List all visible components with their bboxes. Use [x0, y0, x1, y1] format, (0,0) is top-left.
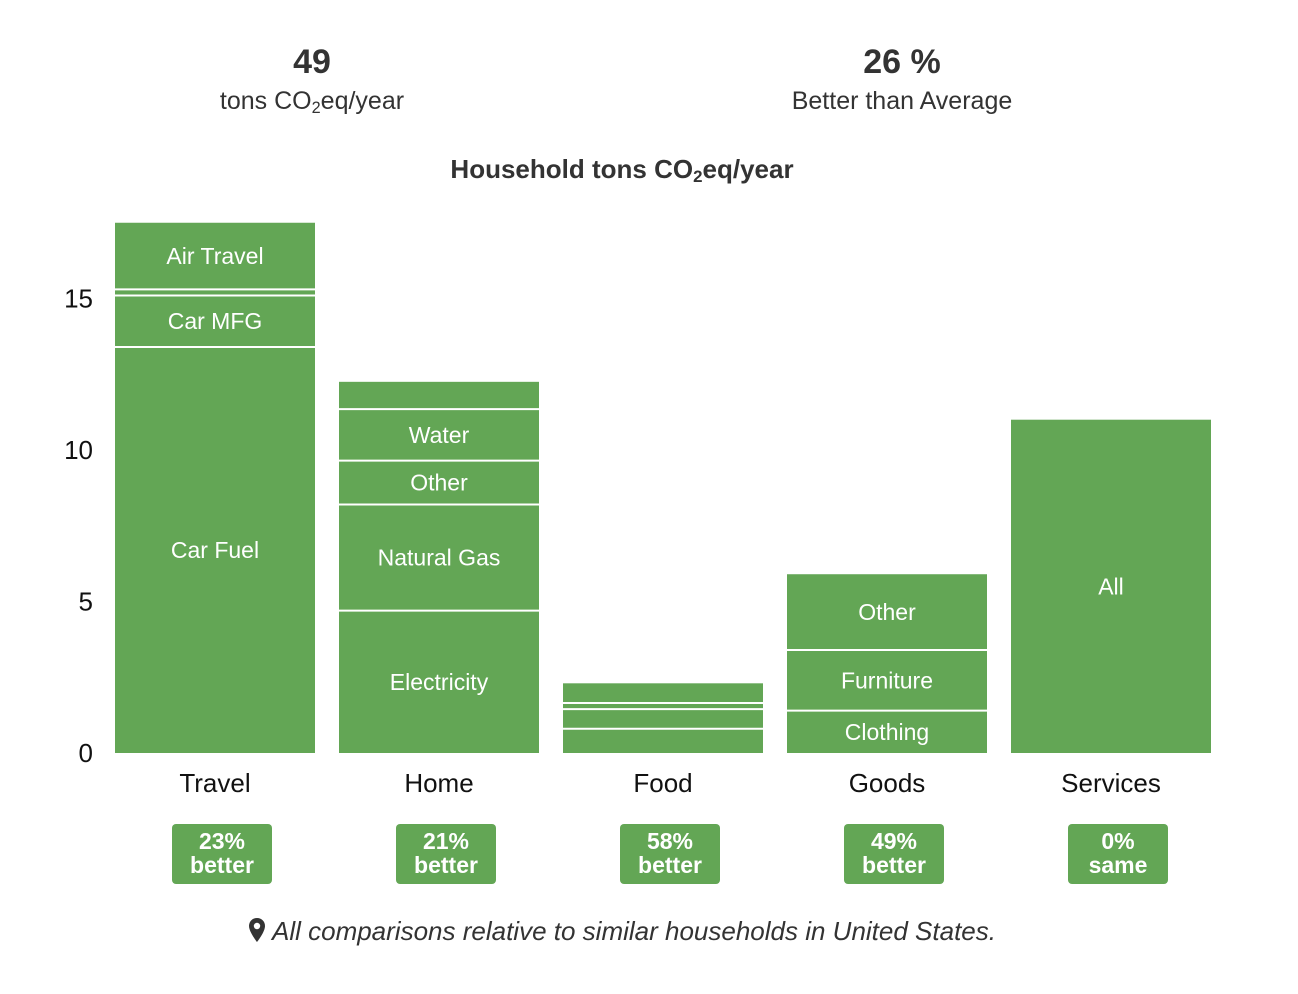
total-emissions-label: tons CO2eq/year	[219, 87, 405, 118]
bar-segment	[787, 574, 987, 650]
bar-segment	[787, 649, 987, 711]
comparison-badge: 0% same	[1068, 824, 1168, 884]
chart-title: Household tons CO2eq/year	[450, 154, 794, 187]
comparison-badge: 23% better	[172, 824, 272, 884]
segment-label: Clothing	[845, 719, 929, 745]
category-label: Services	[1061, 768, 1161, 798]
y-tick-label: 5	[79, 587, 93, 617]
badge-comparison: same	[1088, 852, 1148, 878]
segment-label: Other	[410, 470, 468, 496]
map-pin-icon	[248, 917, 266, 950]
emissions-bar-chart: 0 5 10 15 Car Fuel Car MFG Air Travel Travel Ele…	[64, 222, 1211, 798]
segment-label: All	[1098, 573, 1124, 599]
bar-segment	[115, 289, 315, 296]
total-emissions-stat: 49 tons CO2eq/year	[162, 40, 462, 118]
category-label: Home	[404, 768, 473, 798]
category-label: Goods	[849, 768, 926, 798]
segment-label: Furniture	[841, 667, 933, 693]
badge-percent: 0%	[1101, 828, 1135, 854]
badge-percent: 58%	[646, 828, 694, 854]
y-tick-label: 10	[64, 435, 93, 465]
bar-segment	[339, 610, 539, 753]
segment-label: Water	[409, 422, 470, 448]
bar-segment	[563, 683, 763, 704]
segment-label: Car MFG	[168, 308, 263, 334]
bar-segment	[563, 709, 763, 729]
segment-label: Other	[858, 599, 916, 625]
badge-comparison: better	[638, 852, 702, 878]
footnote: All comparisons relative to similar hous…	[0, 916, 1244, 950]
bar-segment	[339, 381, 539, 410]
category-label: Food	[633, 768, 692, 798]
badge-percent: 49%	[870, 828, 918, 854]
bar-segment	[115, 346, 315, 753]
badge-comparison: better	[862, 852, 926, 878]
bar-home: Electricity Natural Gas Other Water	[339, 381, 539, 753]
badge-comparison: better	[414, 852, 478, 878]
bar-segment	[339, 460, 539, 505]
bar-segment	[339, 504, 539, 611]
bar-segment	[115, 222, 315, 290]
bar-food	[563, 683, 763, 753]
badge-comparison: better	[190, 852, 254, 878]
total-emissions-value: 49	[293, 43, 331, 81]
y-tick-label: 0	[79, 738, 93, 768]
footnote-text: All comparisons relative to similar hous…	[271, 916, 996, 946]
comparison-badge: 49% better	[844, 824, 944, 884]
badge-percent: 21%	[422, 828, 470, 854]
comparison-badge: 58% better	[620, 824, 720, 884]
comparison-label: Better than Average	[791, 87, 1013, 115]
comparison-value: 26 %	[863, 43, 941, 81]
segment-label: Air Travel	[166, 243, 263, 269]
bar-segment	[563, 728, 763, 753]
category-label: Travel	[179, 768, 250, 798]
bar-segment	[787, 710, 987, 753]
bar-services: All	[1011, 419, 1211, 753]
y-tick-label: 15	[64, 284, 93, 314]
comparison-stat: 26 % Better than Average	[752, 40, 1052, 118]
badge-percent: 23%	[198, 828, 246, 854]
comparison-badge: 21% better	[396, 824, 496, 884]
bar-segment	[339, 409, 539, 461]
bar-segment	[563, 703, 763, 710]
bar-segment	[1011, 419, 1211, 753]
bar-segment	[115, 295, 315, 347]
segment-label: Electricity	[390, 669, 489, 695]
segment-label: Natural Gas	[378, 545, 501, 571]
bar-travel: Car Fuel Car MFG Air Travel	[115, 222, 315, 753]
bar-goods: Clothing Furniture Other	[787, 574, 987, 753]
segment-label: Car Fuel	[171, 537, 259, 563]
